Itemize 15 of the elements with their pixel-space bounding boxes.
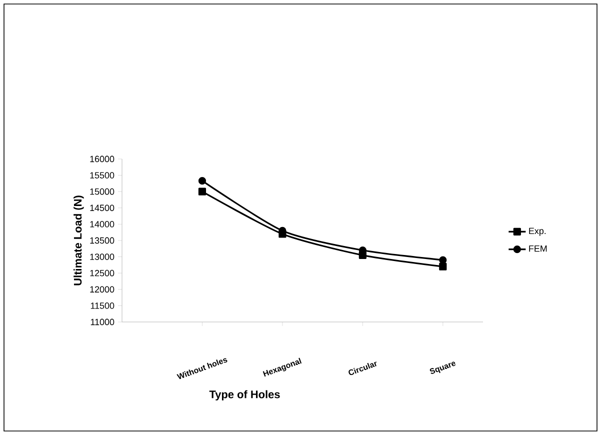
y-tick-label: 15000 (90, 188, 114, 195)
y-tick-label: 14000 (90, 221, 114, 228)
y-tick-label: 11500 (90, 302, 114, 309)
y-tick-label: 12500 (90, 270, 114, 276)
legend-label: FEM (529, 245, 547, 252)
y-tick-label: 13500 (90, 237, 114, 244)
y-tick-label: 11000 (90, 318, 114, 326)
y-tick-label: 15500 (90, 172, 114, 178)
x-axis-title: Type of Holes (209, 390, 280, 400)
legend-label: Exp. (529, 228, 546, 236)
y-tick-label: 16000 (90, 156, 114, 162)
y-axis-title: Ultimate Load (N) (74, 196, 84, 286)
y-tick-label: 13000 (90, 254, 114, 260)
y-tick-label: 14500 (90, 204, 114, 212)
y-tick-label: 12000 (90, 286, 114, 293)
